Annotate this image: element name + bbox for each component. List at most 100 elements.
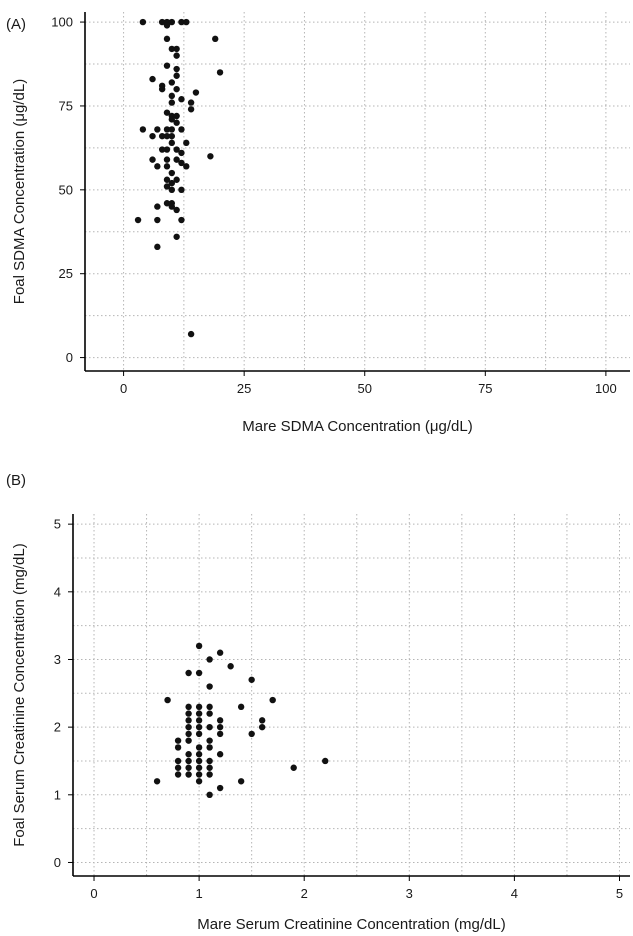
data-point: [258, 723, 266, 731]
data-point: [206, 737, 213, 744]
data-point: [173, 52, 180, 59]
data-point: [178, 159, 185, 167]
x-tick-label: 1: [195, 886, 202, 901]
x-tick-label: 50: [358, 381, 372, 396]
data-point: [174, 737, 182, 744]
data-point: [178, 216, 185, 224]
x-tick-label: 100: [595, 381, 617, 396]
data-point: [173, 176, 180, 183]
data-point: [195, 642, 203, 650]
data-point: [185, 764, 192, 771]
y-tick-label: 100: [51, 15, 73, 30]
x-tick-label: 0: [120, 381, 127, 396]
data-point: [139, 18, 147, 26]
data-point: [183, 18, 190, 26]
data-point: [192, 89, 200, 96]
data-point: [168, 116, 176, 123]
data-point: [187, 106, 195, 113]
x-tick-label: 25: [237, 381, 251, 396]
y-tick-label: 0: [54, 855, 61, 870]
data-point: [158, 85, 166, 93]
data-point: [185, 737, 192, 744]
y-tick-label: 25: [59, 266, 73, 281]
y-tick-label: 75: [59, 98, 73, 113]
data-point: [185, 751, 192, 758]
data-point: [173, 112, 180, 120]
data-point: [168, 92, 176, 100]
data-point: [178, 186, 185, 194]
data-point: [163, 163, 171, 170]
data-point: [178, 126, 185, 133]
data-point: [195, 730, 203, 738]
data-point: [183, 163, 190, 170]
data-point: [163, 62, 171, 69]
data-point: [163, 35, 171, 43]
data-point: [185, 771, 192, 778]
data-point: [290, 764, 297, 771]
x-tick-label: 0: [90, 886, 97, 901]
data-point: [173, 156, 180, 163]
data-point: [237, 703, 245, 711]
data-point: [163, 183, 171, 190]
data-point: [149, 132, 156, 140]
scatter-chart-a: 0 25 50 75 100 0 25 50 75 100 Mare SDMA Concentrat…: [11, 12, 630, 435]
y-tick-label: 2: [54, 720, 61, 735]
panel-a: (A) 0 25 50 75 100 0 25 50 75 100 Mare SDMA Concen…: [0, 0, 633, 440]
data-point: [195, 751, 203, 758]
data-point: [207, 153, 214, 160]
y-tick-label: 3: [54, 652, 61, 667]
data-point: [185, 669, 192, 677]
data-point: [154, 216, 161, 224]
data-point: [154, 126, 161, 133]
data-point: [173, 72, 180, 79]
data-point: [173, 233, 180, 240]
data-point: [163, 176, 171, 183]
data-point: [168, 79, 176, 86]
data-point: [153, 778, 161, 785]
data-point: [134, 216, 142, 224]
panel-label-a: (A): [6, 16, 26, 33]
data-point: [269, 696, 276, 704]
data-point: [174, 757, 182, 765]
x-tick-label: 5: [616, 886, 623, 901]
data-point: [185, 710, 192, 717]
data-point: [195, 771, 203, 778]
data-point: [206, 791, 213, 799]
data-point: [168, 139, 176, 147]
data-point: [154, 163, 161, 170]
data-point: [174, 764, 182, 771]
data-point: [173, 85, 180, 93]
data-point: [185, 730, 192, 738]
data-point: [216, 69, 224, 76]
data-point: [195, 744, 203, 751]
data-point: [195, 703, 203, 711]
data-point: [195, 778, 203, 785]
data-point: [216, 723, 224, 731]
data-point: [237, 778, 245, 785]
data-point: [163, 132, 171, 140]
y-tick-label: 1: [54, 787, 61, 802]
data-point: [168, 169, 176, 177]
data-point: [173, 65, 180, 73]
data-point: [174, 744, 182, 751]
data-point: [248, 730, 255, 738]
data-point: [154, 203, 161, 210]
data-point: [173, 206, 180, 214]
data-point: [206, 656, 213, 663]
data-point: [195, 669, 203, 677]
data-point: [212, 35, 219, 43]
data-point: [206, 683, 213, 690]
data-point: [206, 744, 213, 751]
panel-label-b: (B): [6, 472, 26, 489]
data-point: [164, 696, 171, 704]
y-tick-label: 50: [59, 182, 73, 197]
data-point: [183, 139, 190, 147]
data-point: [258, 717, 266, 724]
data-point: [195, 723, 203, 731]
data-point: [216, 730, 224, 738]
y-tick-label: 4: [54, 584, 61, 599]
y-axis-label: Foal SDMA Concentration (μg/dL): [11, 79, 28, 304]
data-point: [168, 179, 176, 187]
data-point: [248, 676, 255, 683]
scatter-chart-b: 0 1 2 3 4 5 0 1 2 3 4 5 Mare Serum Creatinine Concen…: [11, 514, 630, 933]
